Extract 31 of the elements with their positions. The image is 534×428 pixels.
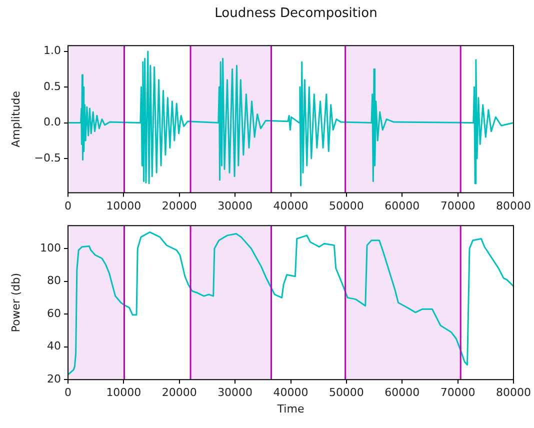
x-tick-label: 40000 — [273, 199, 308, 212]
x-tick-label: 60000 — [384, 199, 420, 212]
x-axis-title: Time — [276, 402, 304, 416]
y-tick-label: 0.0 — [44, 116, 61, 129]
x-tick-label: 20000 — [162, 199, 197, 212]
x-tick-label: 70000 — [440, 386, 476, 400]
chart-title: Loudness Decomposition — [214, 6, 378, 23]
x-tick-label: 80000 — [496, 199, 532, 212]
x-tick-label: 30000 — [218, 199, 253, 212]
y-axis-title: Power (db) — [9, 272, 22, 332]
y-tick-label: 20 — [47, 372, 61, 386]
y-tick-label: 100 — [40, 241, 61, 254]
x-tick-label: 0 — [64, 386, 72, 400]
x-tick-label: 70000 — [440, 199, 476, 212]
x-tick-label: 60000 — [384, 386, 420, 400]
x-tick-label: 40000 — [273, 386, 308, 400]
x-tick-label: 50000 — [328, 386, 364, 400]
y-tick-label: 40 — [47, 340, 61, 353]
y-tick-label: 80 — [47, 274, 61, 288]
x-tick-label: 80000 — [496, 386, 532, 400]
y-tick-label: −0.5 — [34, 151, 61, 164]
x-tick-label: 10000 — [106, 199, 142, 212]
x-tick-label: 50000 — [328, 199, 364, 212]
y-axis-title: Amplitude — [9, 90, 22, 148]
y-tick-label: 1.0 — [44, 44, 61, 58]
y-tick-label: 60 — [47, 306, 61, 320]
x-tick-label: 10000 — [106, 386, 142, 400]
y-tick-label: 0.5 — [44, 80, 61, 93]
x-tick-label: 20000 — [162, 386, 197, 400]
x-tick-label: 30000 — [218, 386, 253, 400]
x-tick-label: 0 — [64, 199, 72, 212]
